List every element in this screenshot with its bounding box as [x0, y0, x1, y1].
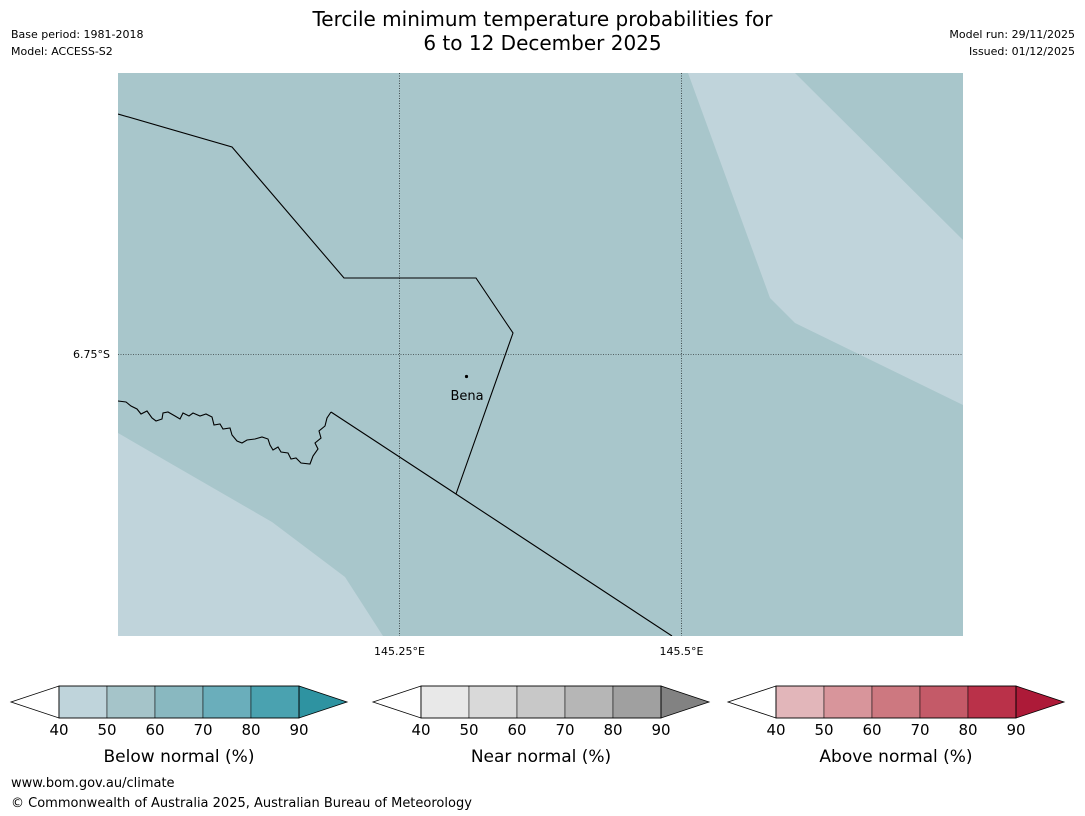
above-normal-legend-tick: 50: [814, 721, 833, 739]
near-normal-legend-max-arrow: [660, 685, 711, 719]
title-line-2: 6 to 12 December 2025: [423, 31, 662, 55]
legends-group: 40 50 60 70 80 90 Below normal (%) 40 50 60 70 80 90…: [9, 685, 1066, 767]
near-normal-legend-title: Near normal (%): [471, 747, 611, 767]
above-normal-legend-swatch: [871, 685, 921, 719]
header-meta-left: Base period: 1981-2018 Model: ACCESS-S2: [11, 26, 143, 60]
above-normal-legend-tick: 40: [766, 721, 785, 739]
below-normal-legend-title: Below normal (%): [104, 747, 255, 767]
lat-label: 6.75°S: [73, 348, 110, 361]
footer-copyright: © Commonwealth of Australia 2025, Austra…: [11, 796, 472, 811]
below-normal-legend-tick: 50: [97, 721, 116, 739]
lon-label-145-25: 145.25°E: [374, 645, 425, 658]
near-normal-legend-tick: 60: [507, 721, 526, 739]
below-normal-legend-min-arrow: [9, 685, 60, 719]
near-normal-legend-tick: 40: [411, 721, 430, 739]
above-normal-legend-min-arrow: [726, 685, 777, 719]
below-normal-legend-swatch: [202, 685, 252, 719]
province-boundary-south: [330, 411, 673, 636]
below-normal-legend-tick: 40: [49, 721, 68, 739]
town-label: Bena: [450, 389, 483, 404]
page-title: Tercile minimum temperature probabilitie…: [0, 7, 1085, 55]
footer: www.bom.gov.au/climate © Commonwealth of…: [11, 774, 472, 814]
above-normal-legend-tick: 60: [862, 721, 881, 739]
near-normal-legend-swatch: [564, 685, 614, 719]
near-normal-legend-swatch: [516, 685, 566, 719]
near-normal-legend-tick: 50: [459, 721, 478, 739]
below-normal-legend-swatch: [154, 685, 204, 719]
above-normal-legend-swatch: [775, 685, 825, 719]
model-run-label: Model run: 29/11/2025: [949, 28, 1075, 41]
above-normal-legend-tick: 70: [910, 721, 929, 739]
below-normal-legend-tick: 70: [193, 721, 212, 739]
below-normal-legend-tick: 80: [241, 721, 260, 739]
region-below-normal-40-50-southwest: [118, 433, 383, 636]
near-normal-legend-tick: 70: [555, 721, 574, 739]
model-label: Model: ACCESS-S2: [11, 45, 113, 58]
near-normal-legend-tick: 90: [651, 721, 670, 739]
below-normal-legend-frame: [58, 685, 300, 719]
above-normal-legend-swatch: [967, 685, 1017, 719]
river-line: [118, 400, 332, 465]
title-line-1: Tercile minimum temperature probabilitie…: [312, 7, 773, 31]
above-normal-legend-max-arrow: [1015, 685, 1066, 719]
town-marker: [464, 374, 469, 379]
below-normal-legend-swatch: [106, 685, 156, 719]
below-normal-legend-tick: 60: [145, 721, 164, 739]
near-normal-legend-swatch: [468, 685, 518, 719]
province-boundary-north: [118, 113, 514, 495]
near-normal-legend-frame: [420, 685, 662, 719]
issued-label: Issued: 01/12/2025: [968, 45, 1075, 58]
below-normal-legend-max-arrow: [298, 685, 349, 719]
below-normal-legend-swatch: [250, 685, 300, 719]
map-area: [118, 73, 963, 636]
near-normal-legend-swatch: [420, 685, 470, 719]
lon-label-145-5: 145.5°E: [660, 645, 704, 658]
below-normal-legend-tick: 90: [289, 721, 308, 739]
header-meta-right: Model run: 29/11/2025 Issued: 01/12/2025: [949, 26, 1075, 60]
near-normal-legend-tick: 80: [603, 721, 622, 739]
footer-url: www.bom.gov.au/climate: [11, 776, 175, 791]
below-normal-legend-swatch: [58, 685, 108, 719]
above-normal-legend-frame: [775, 685, 1017, 719]
above-normal-legend-title: Above normal (%): [819, 747, 972, 767]
near-normal-legend-swatch: [612, 685, 662, 719]
near-normal-legend-min-arrow: [371, 685, 422, 719]
base-period-label: Base period: 1981-2018: [11, 28, 144, 41]
above-normal-legend-tick: 80: [958, 721, 977, 739]
above-normal-legend-swatch: [823, 685, 873, 719]
region-below-normal-40-50-east: [688, 73, 963, 405]
above-normal-legend-swatch: [919, 685, 969, 719]
above-normal-legend-tick: 90: [1006, 721, 1025, 739]
